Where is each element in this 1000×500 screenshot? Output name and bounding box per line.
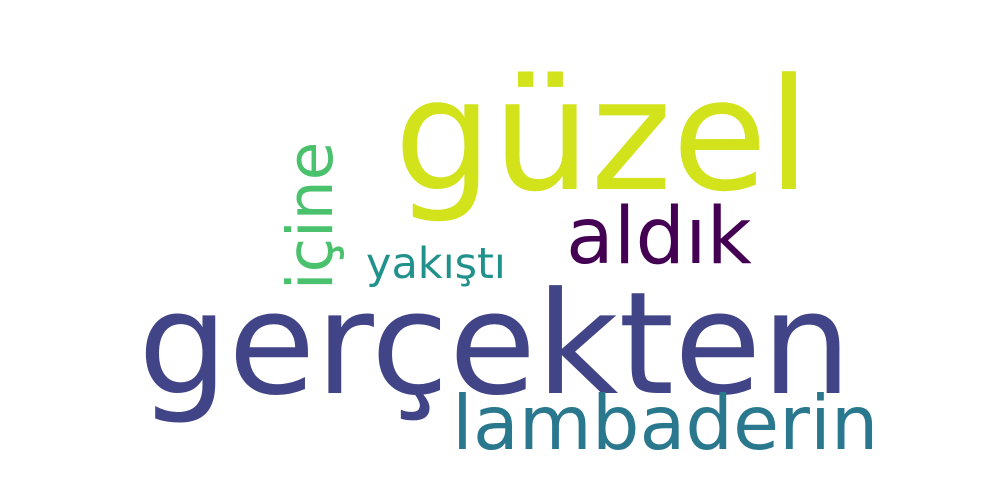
word-icine: içine xyxy=(274,141,347,290)
word-guzel: güzel xyxy=(394,45,811,226)
word-yakisti: yakıştı xyxy=(366,239,506,289)
word-gercekten: gerçekten xyxy=(138,262,852,427)
word-lambaderin: lambaderin xyxy=(452,379,879,467)
word-aldik: aldık xyxy=(566,192,752,282)
